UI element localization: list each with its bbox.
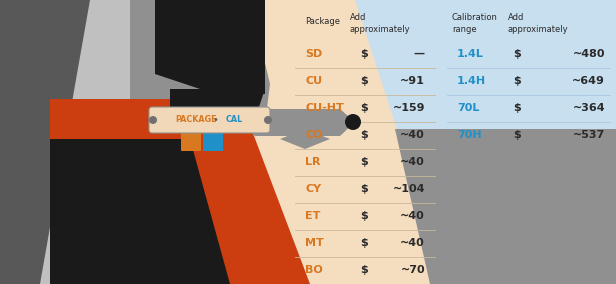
- Text: ~91: ~91: [400, 76, 425, 86]
- Text: $: $: [360, 238, 368, 248]
- Text: ~70: ~70: [400, 265, 425, 275]
- Text: range: range: [452, 24, 477, 34]
- Text: $: $: [360, 211, 368, 221]
- Polygon shape: [0, 0, 90, 284]
- Polygon shape: [50, 99, 310, 284]
- Text: SD: SD: [305, 49, 322, 59]
- Polygon shape: [355, 0, 616, 154]
- Circle shape: [345, 114, 361, 130]
- Polygon shape: [130, 0, 616, 284]
- Text: ~159: ~159: [392, 103, 425, 113]
- Text: 70L: 70L: [457, 103, 479, 113]
- Text: $: $: [360, 265, 368, 275]
- Text: —: —: [414, 49, 425, 59]
- Text: ~364: ~364: [572, 103, 605, 113]
- Circle shape: [264, 116, 272, 124]
- Text: $: $: [360, 184, 368, 194]
- Text: CY: CY: [305, 184, 321, 194]
- Text: $: $: [360, 157, 368, 167]
- Polygon shape: [200, 74, 265, 94]
- Text: PACKAGE: PACKAGE: [175, 116, 217, 124]
- Text: ~40: ~40: [400, 211, 425, 221]
- Polygon shape: [155, 0, 265, 89]
- Text: $: $: [360, 130, 368, 140]
- Text: ~40: ~40: [400, 157, 425, 167]
- Text: MT: MT: [305, 238, 324, 248]
- Text: $: $: [360, 49, 368, 59]
- Text: $: $: [513, 103, 521, 113]
- Text: $: $: [513, 49, 521, 59]
- Text: ~40: ~40: [400, 130, 425, 140]
- Text: CAL: CAL: [225, 116, 243, 124]
- Text: •: •: [212, 115, 218, 125]
- Text: ~649: ~649: [572, 76, 605, 86]
- Text: $: $: [513, 130, 521, 140]
- Text: CU-HT: CU-HT: [305, 103, 344, 113]
- Polygon shape: [50, 139, 230, 284]
- Polygon shape: [395, 129, 616, 284]
- FancyBboxPatch shape: [149, 107, 270, 133]
- Text: ~480: ~480: [572, 49, 605, 59]
- Text: $: $: [360, 76, 368, 86]
- Text: CU: CU: [305, 76, 322, 86]
- Text: CO: CO: [305, 130, 323, 140]
- Text: $: $: [360, 103, 368, 113]
- Polygon shape: [170, 89, 265, 129]
- Text: BO: BO: [305, 265, 323, 275]
- Text: approximately: approximately: [350, 24, 411, 34]
- Text: 1.4L: 1.4L: [457, 49, 484, 59]
- Text: ET: ET: [305, 211, 320, 221]
- Text: 70H: 70H: [457, 130, 482, 140]
- Text: LR: LR: [305, 157, 320, 167]
- Text: Add: Add: [508, 12, 524, 22]
- Polygon shape: [240, 109, 355, 136]
- Text: 1.4H: 1.4H: [457, 76, 486, 86]
- Text: Package: Package: [305, 18, 340, 26]
- Polygon shape: [280, 129, 330, 149]
- Polygon shape: [130, 0, 270, 139]
- Text: Add: Add: [350, 12, 367, 22]
- Text: ~40: ~40: [400, 238, 425, 248]
- Text: $: $: [513, 76, 521, 86]
- Text: approximately: approximately: [508, 24, 569, 34]
- Text: ~537: ~537: [573, 130, 605, 140]
- Circle shape: [149, 116, 157, 124]
- Text: Calibration: Calibration: [452, 12, 498, 22]
- FancyBboxPatch shape: [181, 127, 201, 151]
- FancyBboxPatch shape: [203, 127, 223, 151]
- Text: ~104: ~104: [392, 184, 425, 194]
